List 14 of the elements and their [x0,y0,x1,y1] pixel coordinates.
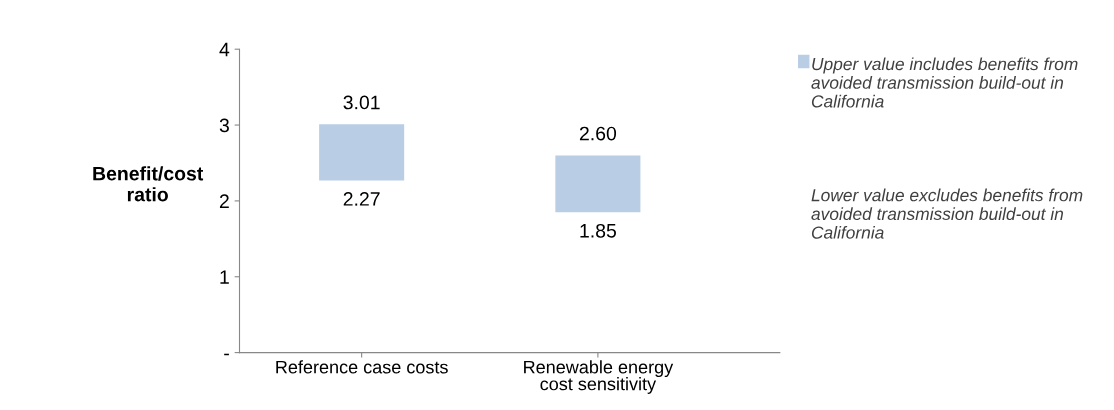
x-tick-label: Reference case costs [276,360,448,374]
annotation: 3.01 [343,95,380,110]
y-tick-label: 2 [219,194,229,208]
annotation: 2.27 [343,192,380,206]
y-tick-label: 3 [219,118,229,133]
x-tick-label: Renewable energy cost sensitivity [524,360,674,394]
y-axis-title: Benefit/cost ratio [93,166,204,202]
text: Lower value excludes benefits from avoided transmission build-out in California [811,188,1083,239]
legend-label: Upper value includes benefits from avoided transmission build-out in California [811,57,1078,108]
y-tick-label: 1 [220,270,229,284]
annotation: 1.85 [580,223,616,238]
y-tick-label: 4 [219,42,230,57]
y-tick-label: - [224,353,229,356]
annotation: 2.60 [579,126,617,141]
